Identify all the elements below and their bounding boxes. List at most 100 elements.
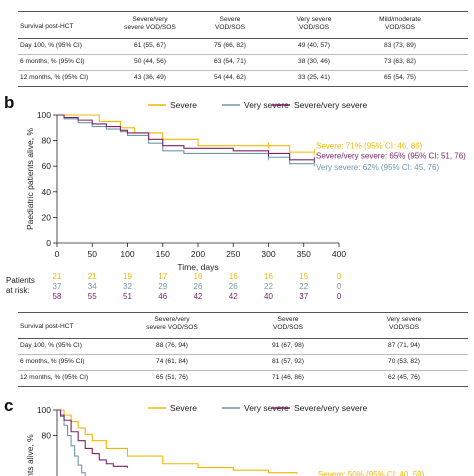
y-axis-label: nts alive, % <box>25 434 35 476</box>
risk-count: 40 <box>264 292 273 301</box>
x-tick-label: 300 <box>261 249 275 259</box>
row-label: 12 months, % (95% CI) <box>20 374 89 381</box>
risk-count: 16 <box>193 272 203 281</box>
table-cell: 61 (55, 67) <box>134 42 166 49</box>
table-col-header: Mild/moderate VOD/SOS <box>379 16 421 31</box>
risk-count: 0 <box>336 292 342 301</box>
risk-count: 51 <box>123 292 132 301</box>
risk-table: Patients at risk: 21 21 19 17 16 16 16 15 0 37 34 3… <box>0 272 474 308</box>
table-header-row: Survival post-HCT Severe/very severe VOD… <box>18 16 468 38</box>
risk-count: 58 <box>52 292 62 301</box>
panel-label-b: b <box>4 93 15 112</box>
table-col-header: Severe/very severe VOD/SOS <box>124 16 176 31</box>
table-cell: 62 (45, 76) <box>388 374 420 381</box>
series-annotation: Very severe: 62% (95% CI: 45, 76) <box>316 163 440 172</box>
table-header-row: Survival post-HCT Severe/very severe VOD… <box>18 316 468 338</box>
table-col-header: Very severe VOD/SOS <box>296 16 332 31</box>
x-tick-label: 0 <box>55 249 60 259</box>
table-col-header: Severe VOD/SOS <box>214 16 246 31</box>
table-cell: 50 (44, 56) <box>134 58 166 65</box>
table-rule <box>18 70 468 71</box>
table-col-header: Severe/very severe VOD/SOS <box>146 316 198 331</box>
risk-table-label: at risk: <box>6 286 30 295</box>
table-cell: 43 (36, 49) <box>134 74 166 81</box>
km-series-line <box>57 114 315 161</box>
table-cell: 71 (46, 86) <box>272 374 304 381</box>
risk-count: 55 <box>87 292 97 301</box>
risk-count: 32 <box>123 282 132 291</box>
km-series-line <box>57 409 298 474</box>
x-tick-label: 50 <box>88 249 98 259</box>
risk-count: 46 <box>158 292 168 301</box>
table-cell: 73 (63, 82) <box>384 58 416 65</box>
y-tick-label: 40 <box>42 187 52 197</box>
table-cell: 33 (25, 41) <box>298 74 330 81</box>
risk-count: 0 <box>336 272 342 281</box>
y-tick-label: 0 <box>46 238 51 248</box>
table-rule <box>18 38 468 39</box>
risk-count: 29 <box>158 282 168 291</box>
table-cell: 91 (67, 98) <box>272 342 304 349</box>
risk-count: 42 <box>193 292 203 301</box>
table-cell: 70 (53, 82) <box>388 358 420 365</box>
survival-table-a: Survival post-HCT Severe/very severe VOD… <box>18 11 468 111</box>
legend-label: Severe/very severe <box>294 403 367 413</box>
series-annotation: Severe/very severe: 65% (95% CI: 51, 76) <box>316 152 466 161</box>
legend-label: Severe <box>170 100 197 110</box>
risk-count: 34 <box>87 282 97 291</box>
survival-table-b: Survival post-HCT Severe/very severe VOD… <box>18 312 468 394</box>
km-series-line <box>57 409 129 468</box>
x-tick-label: 150 <box>156 249 170 259</box>
table-cell: 83 (73, 89) <box>384 42 416 49</box>
x-axis-label: Time, days <box>177 262 218 272</box>
row-label: Day 100, % (95% CI) <box>20 42 82 49</box>
table-cell: 54 (44, 62) <box>214 74 246 81</box>
km-series-line <box>57 409 86 476</box>
risk-count: 22 <box>299 282 309 291</box>
table-rule <box>18 11 468 12</box>
legend-label: Severe <box>170 403 197 413</box>
table-cell: 74 (61, 84) <box>156 358 188 365</box>
table-col-header: Very severe VOD/SOS <box>386 316 422 331</box>
panel-label-c: c <box>4 396 14 415</box>
legend-label: Very severe <box>244 403 289 413</box>
risk-count: 37 <box>299 292 309 301</box>
table-rule <box>18 386 468 387</box>
km-chart-b: Severe Very severe Severe/very severe 0 20 40… <box>25 100 466 272</box>
km-series-line <box>57 114 315 153</box>
table-cell: 65 (54, 75) <box>384 74 416 81</box>
row-label: Day 100, % (95% CI) <box>20 342 82 349</box>
table-rule <box>18 86 468 87</box>
x-tick-label: 200 <box>191 249 205 259</box>
x-tick-label: 400 <box>332 249 346 259</box>
y-tick-label: 80 <box>42 136 52 146</box>
y-tick-label: 60 <box>42 161 52 171</box>
risk-count: 22 <box>264 282 273 291</box>
y-tick-label: 100 <box>37 405 51 415</box>
risk-count: 17 <box>158 272 168 281</box>
y-tick-label: 100 <box>37 110 51 120</box>
table-rule <box>18 370 468 371</box>
y-axis-label: Paediatric patients alive, % <box>25 128 35 230</box>
risk-count: 26 <box>228 282 238 291</box>
x-tick-label: 100 <box>120 249 134 259</box>
risk-count: 26 <box>193 282 203 291</box>
table-cell: 65 (51, 76) <box>156 374 188 381</box>
row-label: 6 months, % (95% CI) <box>20 58 85 65</box>
row-label: 12 months, % (95% CI) <box>20 74 89 81</box>
table-cell: 87 (71, 94) <box>388 342 420 349</box>
risk-count: 37 <box>52 282 62 291</box>
legend-label: Severe/very severe <box>294 100 367 110</box>
table-cell: 38 (30, 46) <box>298 58 330 65</box>
risk-count: 0 <box>336 282 342 291</box>
series-annotation: Severe: 71% (95% CI: 46, 86) <box>316 141 423 150</box>
risk-count: 15 <box>299 272 309 281</box>
risk-count: 21 <box>52 272 62 281</box>
risk-count: 19 <box>123 272 132 281</box>
risk-count: 16 <box>264 272 273 281</box>
table-rule <box>18 354 468 355</box>
table-cell: 75 (66, 82) <box>214 42 246 49</box>
table-cell: 49 (40, 57) <box>298 42 330 49</box>
table-cell: 63 (54, 71) <box>214 58 246 65</box>
table-rule <box>18 54 468 55</box>
